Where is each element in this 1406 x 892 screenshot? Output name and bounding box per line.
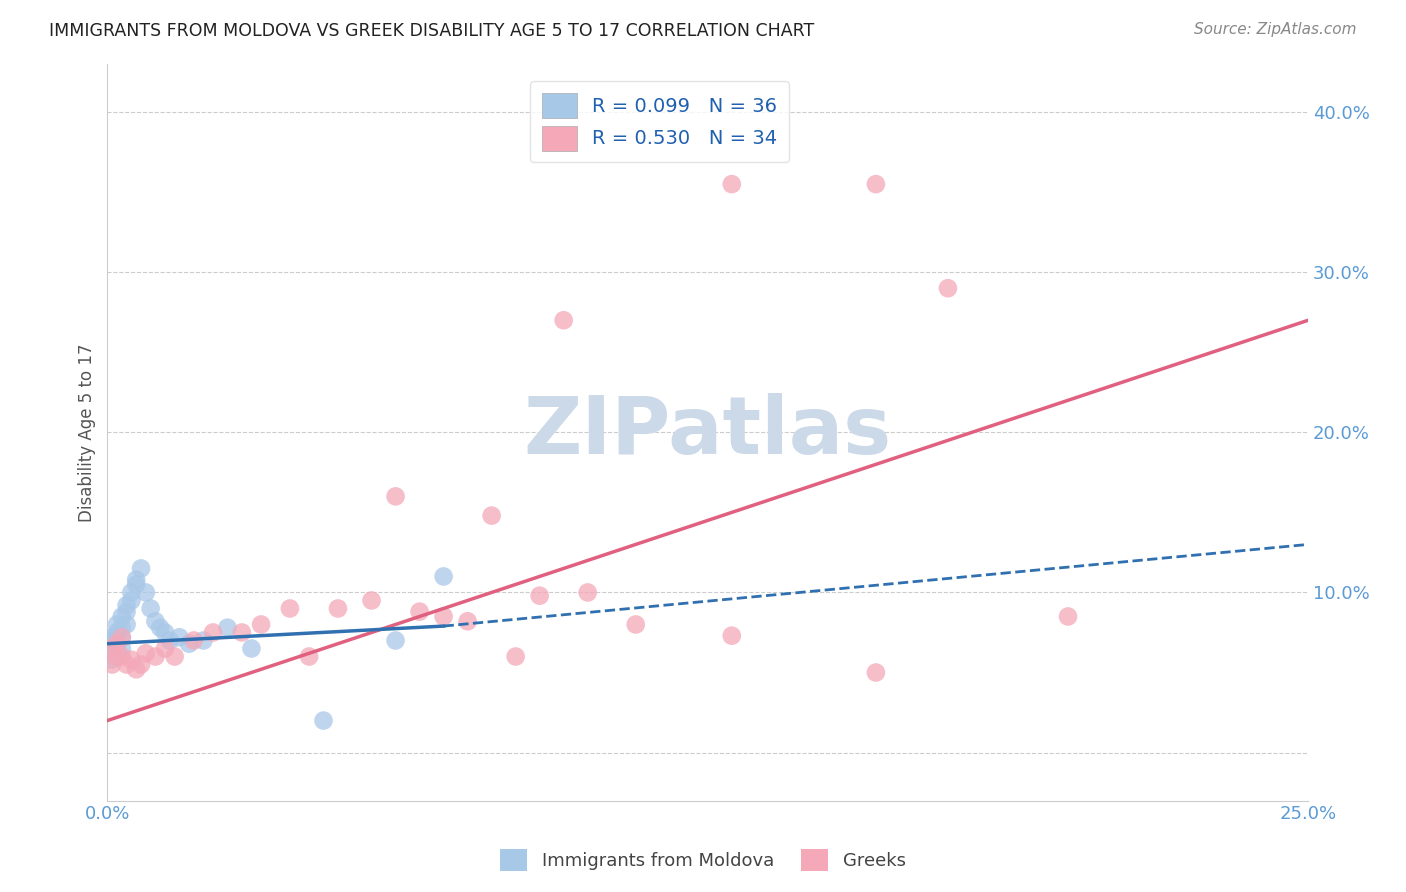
Text: IMMIGRANTS FROM MOLDOVA VS GREEK DISABILITY AGE 5 TO 17 CORRELATION CHART: IMMIGRANTS FROM MOLDOVA VS GREEK DISABIL…: [49, 22, 814, 40]
Point: [101, 641, 124, 656]
Text: ZIPatlas: ZIPatlas: [523, 393, 891, 471]
Point: [384, 633, 406, 648]
Point: [111, 621, 134, 635]
Point: [312, 714, 335, 728]
Point: [135, 646, 157, 660]
Point: [111, 630, 134, 644]
Point: [865, 177, 887, 191]
Point: [115, 617, 138, 632]
Legend: R = 0.099   N = 36, R = 0.530   N = 34: R = 0.099 N = 36, R = 0.530 N = 34: [530, 81, 789, 162]
Point: [177, 637, 200, 651]
Point: [553, 313, 575, 327]
Point: [1057, 609, 1080, 624]
Point: [105, 637, 128, 651]
Point: [101, 646, 124, 660]
Point: [105, 649, 128, 664]
Point: [433, 569, 456, 583]
Point: [115, 605, 138, 619]
Point: [202, 625, 225, 640]
Point: [936, 281, 959, 295]
Point: [105, 637, 128, 651]
Point: [231, 625, 253, 640]
Point: [153, 625, 176, 640]
Point: [217, 621, 239, 635]
Point: [250, 617, 273, 632]
Y-axis label: Disability Age 5 to 17: Disability Age 5 to 17: [79, 343, 96, 522]
Point: [159, 633, 181, 648]
Point: [153, 641, 176, 656]
Point: [278, 601, 301, 615]
Point: [135, 585, 157, 599]
Point: [105, 649, 128, 664]
Point: [129, 561, 152, 575]
Point: [120, 653, 142, 667]
Point: [101, 630, 124, 644]
Point: [105, 617, 128, 632]
Point: [193, 633, 215, 648]
Point: [125, 577, 148, 591]
Point: [326, 601, 349, 615]
Point: [115, 657, 138, 672]
Point: [481, 508, 503, 523]
Point: [125, 662, 148, 676]
Point: [105, 641, 128, 656]
Point: [145, 649, 167, 664]
Point: [101, 653, 124, 667]
Point: [101, 657, 124, 672]
Point: [360, 593, 382, 607]
Point: [169, 630, 191, 644]
Point: [183, 633, 205, 648]
Point: [101, 633, 124, 648]
Point: [111, 630, 134, 644]
Point: [408, 605, 430, 619]
Point: [865, 665, 887, 680]
Point: [505, 649, 527, 664]
Point: [115, 599, 138, 613]
Text: Source: ZipAtlas.com: Source: ZipAtlas.com: [1194, 22, 1357, 37]
Point: [111, 649, 134, 664]
Point: [129, 657, 152, 672]
Point: [433, 609, 456, 624]
Point: [624, 617, 647, 632]
Point: [120, 585, 142, 599]
Point: [120, 593, 142, 607]
Point: [240, 641, 263, 656]
Point: [145, 615, 167, 629]
Point: [105, 625, 128, 640]
Point: [298, 649, 321, 664]
Point: [720, 629, 742, 643]
Point: [111, 641, 134, 656]
Point: [149, 621, 172, 635]
Point: [529, 589, 551, 603]
Point: [720, 177, 742, 191]
Point: [125, 573, 148, 587]
Point: [457, 615, 479, 629]
Point: [576, 585, 599, 599]
Point: [101, 641, 124, 656]
Legend: Immigrants from Moldova, Greeks: Immigrants from Moldova, Greeks: [494, 842, 912, 879]
Point: [111, 609, 134, 624]
Point: [139, 601, 162, 615]
Point: [163, 649, 186, 664]
Point: [384, 489, 406, 503]
